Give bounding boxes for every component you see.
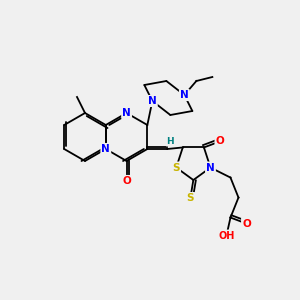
Text: N: N <box>122 108 131 118</box>
Text: N: N <box>180 90 189 100</box>
Text: S: S <box>187 193 194 203</box>
Text: OH: OH <box>218 231 235 241</box>
Text: N: N <box>206 163 215 172</box>
Text: H: H <box>167 136 174 146</box>
Text: O: O <box>216 136 224 146</box>
Text: S: S <box>172 163 180 172</box>
Text: N: N <box>101 144 110 154</box>
Text: N: N <box>148 96 157 106</box>
Text: O: O <box>122 176 131 186</box>
Text: O: O <box>242 219 251 229</box>
